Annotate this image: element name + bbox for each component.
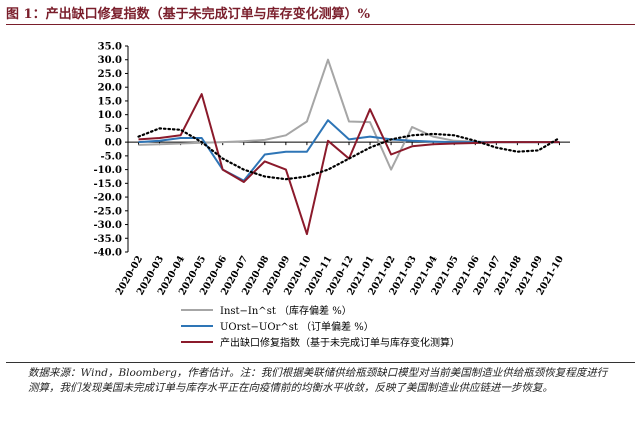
y-tick-label: -40.0 <box>93 248 122 259</box>
series-line-2 <box>138 119 560 182</box>
y-tick-label: -25.0 <box>93 206 122 217</box>
y-tick-label: -15.0 <box>93 179 122 190</box>
series-line-1 <box>138 58 560 171</box>
y-tick-label: 5.0 <box>105 124 122 135</box>
legend-label-1: Inst−In^st （库存偏差 %） <box>220 304 352 317</box>
legend-label-3: 产出缺口修复指数（基于未完成订单与库存变化测算） <box>220 336 460 349</box>
y-tick-label: -10.0 <box>93 165 122 176</box>
y-tick-label: -5.0 <box>100 151 122 162</box>
series-line-3 <box>138 93 560 236</box>
source-rule <box>6 362 635 363</box>
y-tick-label: -20.0 <box>93 193 122 204</box>
line-chart: 35.0 30.0 25.0 20.0 15.0 10.0 5.0 0.0 -5.0 -10.0 -… <box>93 42 570 349</box>
legend-label-2: UOrst−UOr^st （订单偏差 %） <box>220 320 374 333</box>
series-line-4 <box>137 127 561 181</box>
source-note: 数据来源：Wind，Bloomberg，作者估计。注：我们根据美联储供给瓶颈缺口… <box>28 367 608 394</box>
y-tick-label: 15.0 <box>98 96 122 107</box>
y-tick-label: 20.0 <box>98 83 122 94</box>
y-tick-label: -35.0 <box>93 234 122 245</box>
y-tick-label: 25.0 <box>98 69 122 80</box>
y-tick-label: 0.0 <box>105 138 122 149</box>
y-tick-label: 30.0 <box>98 55 122 66</box>
y-tick-label: -30.0 <box>93 220 122 231</box>
figure-title: 图 1：产出缺口修复指数（基于未完成订单与库存变化测算）% <box>6 7 370 22</box>
y-tick-label: 35.0 <box>98 42 122 53</box>
y-tick-label: 10.0 <box>98 110 122 121</box>
title-rule <box>6 24 635 25</box>
